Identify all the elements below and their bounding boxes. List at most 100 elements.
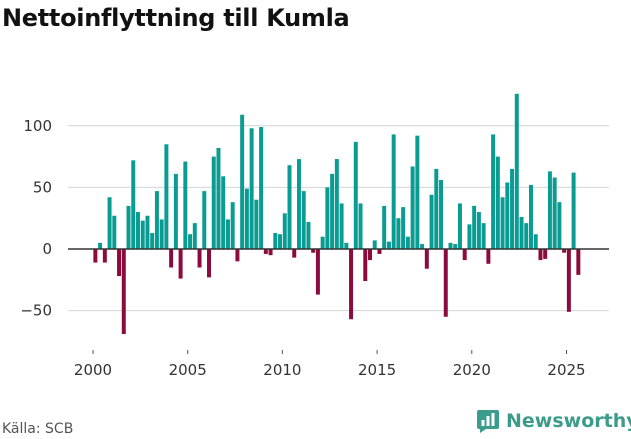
bar [244,188,249,249]
y-tick-label: 100 [23,117,52,135]
bar [524,223,529,249]
bar [486,249,491,264]
bar [117,249,122,277]
bar [538,249,543,261]
bar [121,249,126,335]
x-tick-label: 2010 [263,361,301,379]
bar [529,184,533,249]
bar [457,203,462,249]
bar [235,249,240,262]
bar [353,141,358,249]
bar [126,205,131,249]
bar [396,218,401,249]
bar [514,93,519,250]
bar [382,205,387,249]
bar [363,249,368,282]
y-tick-label: −50 [20,302,52,320]
bar [278,234,283,249]
bar [173,173,178,249]
bar [420,244,425,249]
bar [330,173,335,249]
brand-name: Newsworthy [506,410,631,432]
bar [135,212,140,249]
bar [472,205,477,249]
bar [547,171,552,249]
bar [164,144,169,249]
bar [429,194,434,249]
bar [334,159,339,249]
bar [211,156,216,249]
bar [543,249,548,259]
bar [424,249,429,269]
bar [197,249,202,268]
bar [576,249,581,275]
bar [344,242,349,249]
chart-title: Nettoinflyttning till Kumla [2,4,350,32]
bar [495,156,500,249]
bar [571,172,576,249]
bar [391,134,396,249]
bar [154,191,159,249]
bar [259,127,264,249]
bar [183,161,188,249]
bar [292,249,297,258]
axis-labels: −50 0 50 100 2000 2005 2010 2015 2020 2025 [20,117,585,379]
bar [405,236,410,249]
bar [439,180,444,249]
bar [462,249,467,261]
bar [249,128,254,249]
bar [287,165,292,249]
bar [221,176,226,249]
bar [263,249,268,254]
bar [320,236,325,249]
bar [415,135,420,249]
bar [254,199,259,249]
bar [434,168,439,249]
bar [159,219,164,249]
x-tick-label: 2015 [358,361,396,379]
bar [325,187,330,249]
bar [491,134,496,249]
bar [481,223,486,249]
bar [112,215,117,249]
bar [296,159,301,249]
bar-chart: −50 0 50 100 2000 2005 2010 2015 2020 2025 [20,93,609,379]
bar [306,221,311,249]
x-tick-label: 2020 [453,361,491,379]
bar [188,234,193,249]
bar [140,220,145,249]
bar [533,234,538,249]
bar [557,202,562,249]
bar [505,182,510,249]
bar [268,249,273,256]
bar [192,223,197,249]
bar [500,197,505,249]
bar [93,249,98,263]
bar [145,215,150,249]
bar [519,216,524,249]
bar [467,224,472,249]
bar [448,242,453,249]
bar [358,203,363,249]
bar [453,244,458,249]
bar [301,191,306,249]
bar [377,249,382,254]
bar [552,177,557,249]
bar [386,241,391,249]
bar [368,249,372,261]
bar [401,207,406,249]
bar [273,232,278,249]
newsworthy-logo-icon [477,410,499,433]
bar [339,203,344,249]
bar [282,213,287,249]
bar [443,249,448,317]
bar [225,219,230,249]
bar [349,249,354,320]
newsworthy-brand: Newsworthy [476,408,631,434]
bar [107,197,112,249]
x-tick-label: 2005 [169,361,207,379]
bars [93,93,581,335]
bar [476,212,481,249]
source-label: Källa: SCB [2,421,74,437]
bar [207,249,211,278]
